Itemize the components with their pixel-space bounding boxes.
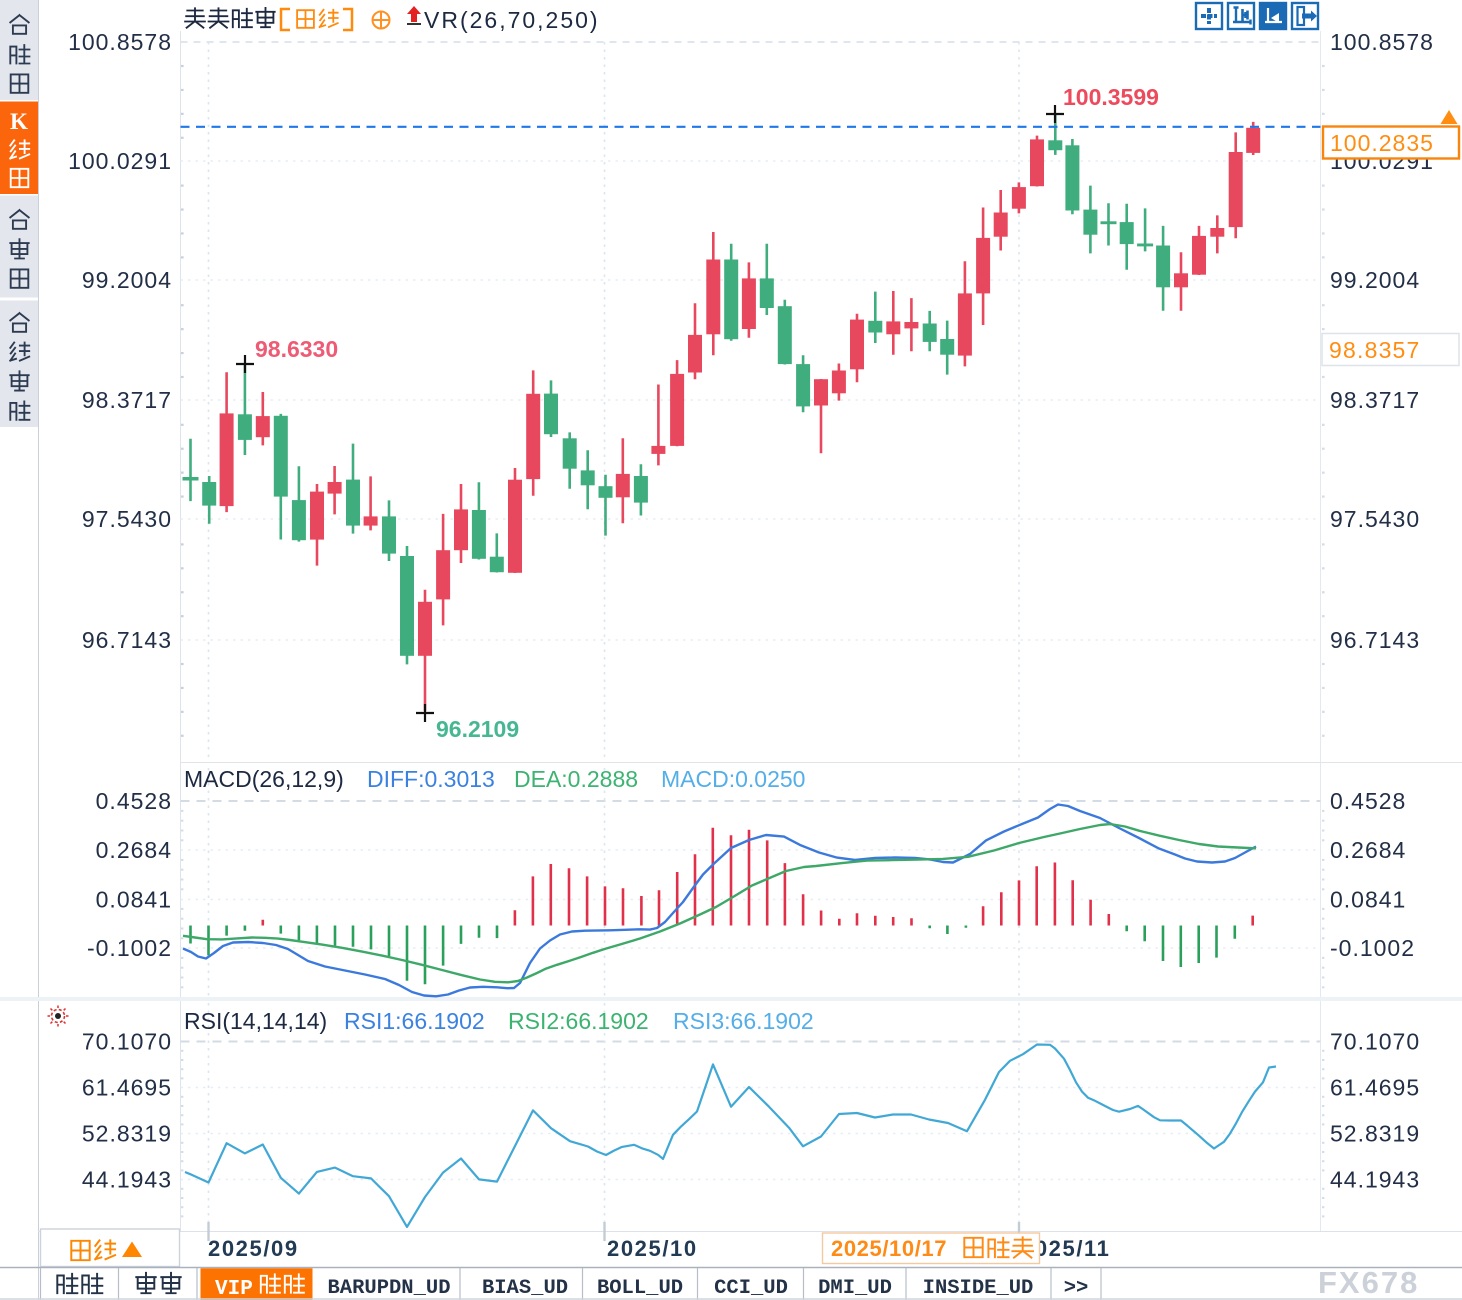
svg-text:0.2684: 0.2684 (96, 837, 172, 863)
svg-text:98.3717: 98.3717 (82, 387, 172, 413)
svg-text:K: K (10, 109, 28, 134)
svg-text:100.3599: 100.3599 (1063, 84, 1159, 110)
svg-text:98.6330: 98.6330 (255, 336, 338, 362)
svg-text:0.0841: 0.0841 (1330, 887, 1406, 913)
svg-text:BARUPDN_UD: BARUPDN_UD (327, 1277, 450, 1300)
svg-text:DMI_UD: DMI_UD (818, 1277, 892, 1300)
svg-text:BIAS_UD: BIAS_UD (482, 1277, 568, 1300)
svg-text:>>: >> (1064, 1277, 1089, 1300)
svg-text:BOLL_UD: BOLL_UD (597, 1277, 683, 1300)
svg-text:-0.1002: -0.1002 (1330, 935, 1415, 961)
svg-text:52.8319: 52.8319 (1330, 1121, 1420, 1147)
svg-text:99.2004: 99.2004 (82, 267, 172, 293)
svg-text:70.1070: 70.1070 (1330, 1029, 1420, 1055)
svg-text:98.3717: 98.3717 (1330, 387, 1420, 413)
svg-text:96.7143: 96.7143 (82, 627, 172, 653)
svg-text:MACD(26,12,9): MACD(26,12,9) (184, 766, 344, 792)
svg-text:2025/10: 2025/10 (607, 1236, 698, 1261)
svg-text:44.1943: 44.1943 (82, 1167, 172, 1193)
svg-text:61.4695: 61.4695 (82, 1075, 172, 1101)
svg-text:RSI(14,14,14): RSI(14,14,14) (184, 1008, 327, 1034)
svg-text:-0.1002: -0.1002 (87, 935, 172, 961)
svg-text:96.2109: 96.2109 (436, 716, 519, 742)
svg-text:DEA:0.2888: DEA:0.2888 (514, 766, 638, 792)
svg-text:99.2004: 99.2004 (1330, 267, 1420, 293)
svg-text:98.8357: 98.8357 (1329, 337, 1421, 363)
svg-text:70.1070: 70.1070 (82, 1029, 172, 1055)
svg-text:RSI2:66.1902: RSI2:66.1902 (508, 1008, 649, 1034)
svg-text:MACD:0.0250: MACD:0.0250 (661, 766, 805, 792)
svg-text:RSI3:66.1902: RSI3:66.1902 (673, 1008, 814, 1034)
svg-text:RSI1:66.1902: RSI1:66.1902 (344, 1008, 485, 1034)
svg-text:100.8578: 100.8578 (1330, 29, 1434, 55)
svg-text:0.4528: 0.4528 (96, 788, 172, 814)
svg-text:FX678: FX678 (1318, 1265, 1419, 1300)
svg-text:100.8578: 100.8578 (68, 29, 172, 55)
svg-text:2025/09: 2025/09 (208, 1236, 299, 1261)
svg-text:VIP: VIP (215, 1278, 253, 1300)
svg-text:2025/10/17: 2025/10/17 (831, 1236, 947, 1261)
svg-text:44.1943: 44.1943 (1330, 1167, 1420, 1193)
svg-text:97.5430: 97.5430 (1330, 506, 1420, 532)
svg-text:52.8319: 52.8319 (82, 1121, 172, 1147)
svg-text:0.2684: 0.2684 (1330, 837, 1406, 863)
svg-text:VR(26,70,250): VR(26,70,250) (424, 7, 600, 33)
svg-text:INSIDE_UD: INSIDE_UD (923, 1277, 1034, 1300)
svg-text:61.4695: 61.4695 (1330, 1075, 1420, 1101)
svg-text:CCI_UD: CCI_UD (714, 1277, 788, 1300)
svg-text:0.4528: 0.4528 (1330, 788, 1406, 814)
svg-text:97.5430: 97.5430 (82, 506, 172, 532)
svg-text:96.7143: 96.7143 (1330, 627, 1420, 653)
svg-text:100.2835: 100.2835 (1330, 130, 1434, 156)
svg-text:0.0841: 0.0841 (96, 887, 172, 913)
svg-text:100.0291: 100.0291 (68, 148, 172, 174)
svg-text:DIFF:0.3013: DIFF:0.3013 (367, 766, 495, 792)
